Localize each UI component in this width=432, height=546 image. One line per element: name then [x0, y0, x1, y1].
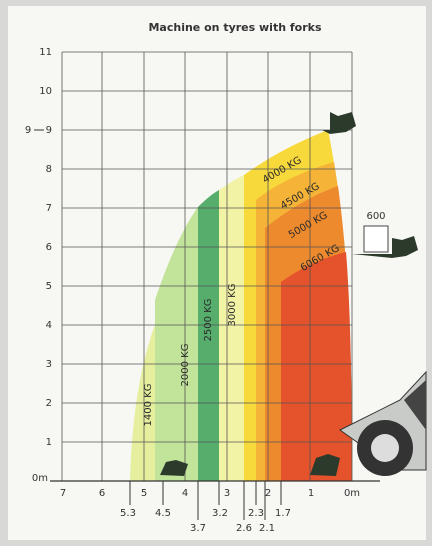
side-label: 9 — [25, 125, 31, 136]
x-label: 6 — [99, 488, 105, 499]
load-box — [364, 226, 388, 252]
title: Machine on tyres with forks — [148, 21, 321, 34]
load-box-label: 600 — [366, 211, 385, 222]
y-label: 9 — [46, 125, 52, 136]
y-label: 11 — [39, 47, 52, 58]
hub — [371, 434, 399, 462]
y-label: 1 — [46, 437, 52, 448]
zone-label: 2500 KG — [203, 299, 214, 342]
y-label: 7 — [46, 203, 52, 214]
zone-label: 3000 KG — [227, 284, 238, 327]
distance-label: 2.1 — [259, 523, 275, 534]
x-label: 2 — [265, 488, 271, 499]
y-label: 6 — [46, 242, 52, 253]
y-label: 4 — [46, 320, 52, 331]
x-label: 3 — [224, 488, 230, 499]
distance-label: 3.7 — [190, 523, 206, 534]
zone-label: 1400 KG — [143, 384, 154, 427]
distance-label: 2.3 — [248, 508, 264, 519]
distance-label: 5.3 — [120, 508, 136, 519]
distance-label: 3.2 — [212, 508, 228, 519]
y-label: 5 — [46, 281, 52, 292]
x-label: 1 — [308, 488, 314, 499]
y-label: 0m — [32, 473, 48, 484]
zone-3000 — [219, 175, 244, 481]
x-label: 7 — [60, 488, 66, 499]
distance-label: 4.5 — [155, 508, 171, 519]
page: {"title": "Machine on tyres with forks",… — [0, 0, 432, 546]
y-label: 2 — [46, 398, 52, 409]
x-label: 4 — [182, 488, 188, 499]
y-label: 3 — [46, 359, 52, 370]
x-label: 0m — [344, 488, 360, 499]
zone-label: 2000 KG — [180, 344, 191, 387]
distance-label: 1.7 — [275, 508, 291, 519]
load-chart: Machine on tyres with forks — [0, 0, 432, 546]
x-label: 5 — [141, 488, 147, 499]
distance-label: 2.6 — [236, 523, 252, 534]
y-label: 8 — [46, 164, 52, 175]
y-label: 10 — [39, 86, 52, 97]
